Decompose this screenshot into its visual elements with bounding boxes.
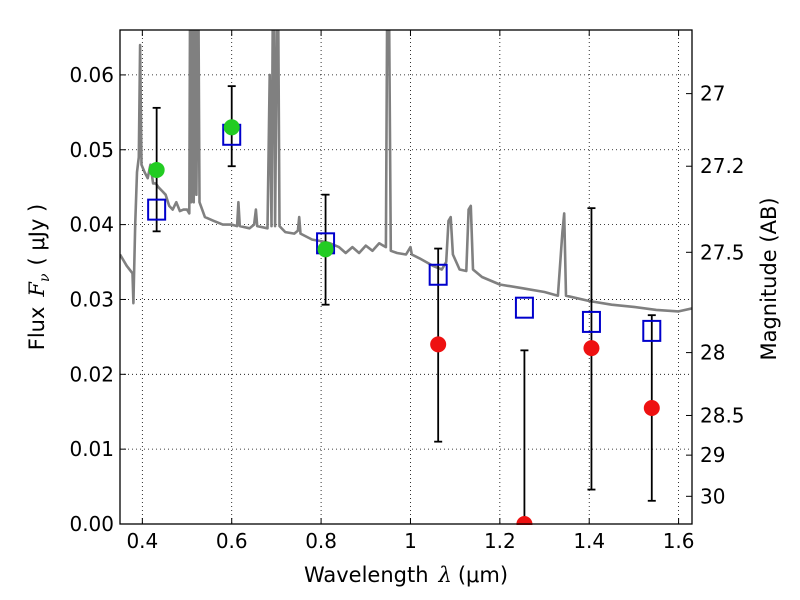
y2-tick-label: 27 (700, 82, 725, 106)
y2-tick-label: 29 (700, 443, 725, 467)
y-tick-label: 0.06 (69, 63, 114, 87)
y2-axis-label: Magnitude (AB) (757, 197, 781, 360)
y-tick-label: 0.01 (69, 437, 114, 461)
y-tick-label: 0.02 (69, 362, 114, 386)
model-square-layer (147, 123, 662, 342)
y-tick-labels: 0.00 0.01 0.02 0.03 0.04 0.05 0.06 (69, 63, 114, 536)
x-tick-label: 1 (404, 529, 417, 553)
y2-tick-label: 27.2 (700, 154, 745, 178)
y-tick-label: 0.00 (69, 512, 114, 536)
x-tick-label: 1.4 (573, 529, 605, 553)
x-tick-label: 0.4 (126, 529, 158, 553)
y-tick-label: 0.03 (69, 287, 114, 311)
observed-point (223, 119, 240, 136)
x-axis-label: Wavelength λ (μm) (304, 563, 508, 587)
y2-tick-labels: 27 27.2 27.5 28 28.5 29 30 (700, 82, 745, 509)
axis-ticks (120, 30, 692, 525)
y-tick-label: 0.05 (69, 138, 114, 162)
model-square (428, 263, 448, 286)
spectrum-line (120, 30, 692, 313)
model-square (642, 319, 662, 342)
x-tick-label: 0.6 (216, 529, 248, 553)
x-tick-labels: 0.4 0.6 0.8 1 1.2 1.4 1.6 (126, 529, 694, 553)
x-tick-label: 1.6 (663, 529, 695, 553)
observed-point-layer (148, 119, 660, 416)
x-tick-label: 0.8 (305, 529, 337, 553)
plot-content (120, 30, 692, 524)
y-axis-label: FluxFν( μJy ) (25, 204, 53, 350)
observed-point (516, 516, 533, 525)
model-square (514, 296, 534, 319)
y2-tick-label: 28.5 (700, 403, 745, 427)
y2-tick-label: 28 (700, 341, 725, 365)
x-tick-label: 1.2 (484, 529, 516, 553)
y2-tick-label: 27.5 (700, 240, 745, 264)
observed-point (148, 161, 165, 178)
observed-point (317, 241, 334, 258)
plot-frame (119, 29, 693, 525)
edge-point-layer (516, 516, 533, 525)
model-square (147, 198, 167, 221)
observed-point (430, 336, 447, 353)
plot-background (120, 30, 692, 524)
observed-point (643, 399, 660, 416)
observed-point (583, 340, 600, 357)
y-tick-label: 0.04 (69, 213, 114, 237)
spectrum-layer (120, 30, 692, 313)
model-square (581, 310, 601, 333)
y2-tick-label: 30 (700, 484, 725, 508)
